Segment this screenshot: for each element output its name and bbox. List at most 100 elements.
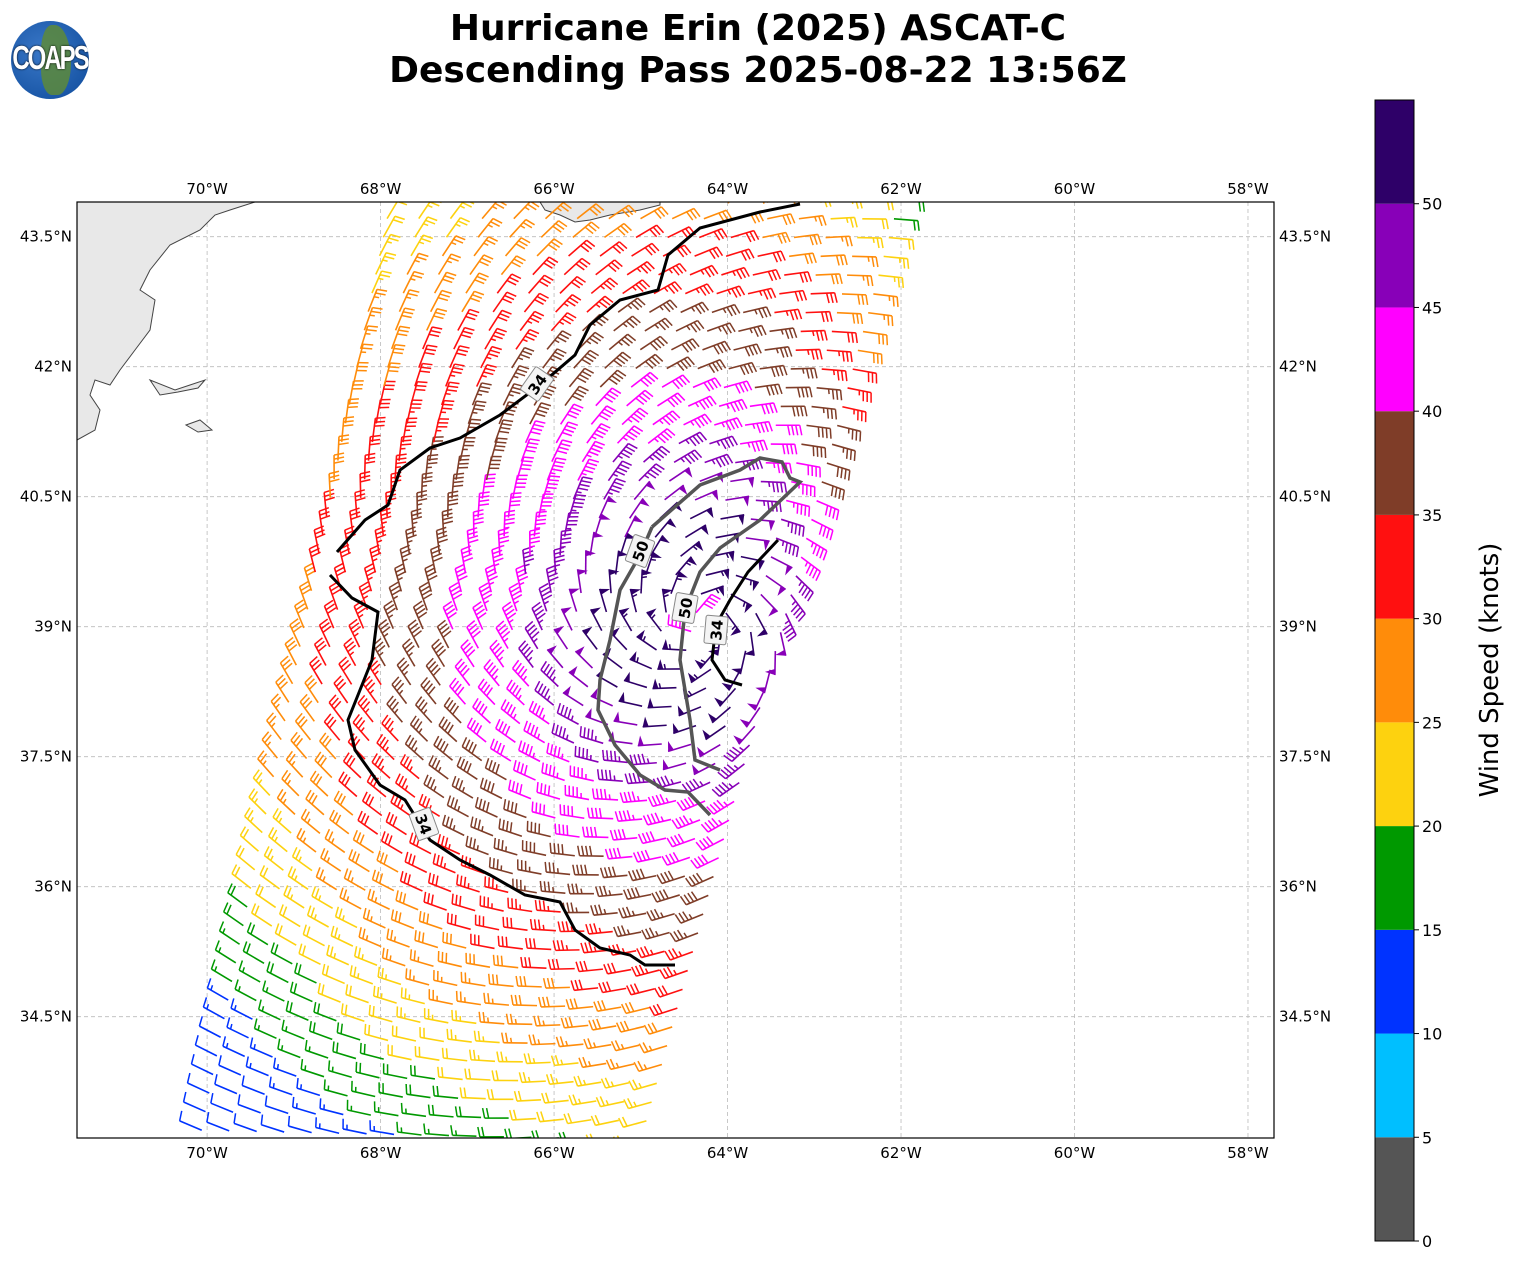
wind-barb — [362, 675, 378, 704]
wind-barb — [595, 387, 622, 407]
wind-barb — [313, 1001, 337, 1022]
wind-barb — [506, 679, 525, 706]
wind-barb — [431, 638, 447, 668]
wind-barb — [516, 456, 534, 481]
wind-barb — [613, 187, 640, 200]
wind-barb — [418, 910, 443, 930]
wind-barb — [721, 266, 750, 280]
wind-barb — [349, 965, 374, 985]
wind-barb — [245, 1056, 269, 1077]
wind-barb — [414, 362, 433, 387]
wind-barb — [327, 1060, 352, 1079]
wind-barb — [604, 847, 633, 860]
wind-barb — [714, 687, 737, 707]
wind-barb — [420, 471, 433, 499]
wind-barb — [404, 734, 424, 761]
wind-barb — [309, 770, 329, 797]
wind-barb — [464, 1068, 491, 1081]
wind-barb — [607, 460, 632, 482]
wind-barb — [398, 435, 413, 461]
wind-barb — [346, 1099, 372, 1116]
wind-barb — [581, 826, 609, 839]
wind-barb — [581, 440, 605, 463]
chart-title: Hurricane Erin (2025) ASCAT-C Descending… — [0, 8, 1513, 92]
wind-barb — [670, 570, 688, 594]
wind-barb — [619, 791, 648, 804]
wind-barb — [377, 966, 402, 986]
wind-barb — [673, 449, 703, 465]
lat-tick-label-right: 43.5°N — [1279, 228, 1331, 246]
colorbar-tick-label: 35 — [1422, 506, 1442, 525]
lat-tick-label-left: 40.5°N — [20, 488, 72, 506]
wind-barb — [893, 217, 920, 231]
wind-barb — [222, 902, 244, 927]
wind-barb — [318, 507, 331, 536]
wind-barb — [437, 253, 462, 275]
wind-barb — [647, 697, 672, 709]
wind-barb — [328, 694, 345, 723]
wind-barb — [805, 537, 828, 561]
wind-barb — [590, 1114, 620, 1127]
wind-barb — [705, 568, 730, 580]
wind-barb — [357, 810, 379, 835]
wind-barb — [348, 380, 364, 405]
wind-barb — [577, 331, 604, 351]
wind-barb — [767, 213, 796, 226]
wind-barb — [440, 381, 460, 406]
wind-barb — [544, 202, 572, 220]
wind-barb — [294, 712, 312, 741]
wind-barb — [534, 680, 555, 706]
wind-barb — [525, 937, 552, 951]
wind-barb — [644, 551, 662, 575]
wind-barb — [541, 762, 565, 782]
wind-barb — [432, 853, 456, 874]
wind-barb — [455, 990, 481, 1006]
wind-barb — [450, 1125, 477, 1137]
wind-barb — [621, 407, 649, 426]
wind-barb — [451, 472, 465, 499]
colorbar-bin — [1375, 722, 1414, 827]
wind-barb — [419, 1027, 444, 1043]
wind-barb — [687, 668, 712, 684]
wind-barb — [400, 987, 425, 1005]
wind-barb — [759, 364, 788, 378]
wind-barb — [679, 891, 709, 906]
wind-barb — [298, 943, 321, 966]
wind-barb — [472, 697, 492, 724]
wind-barb — [400, 1102, 427, 1118]
wind-barb — [186, 1072, 210, 1094]
wind-barb — [586, 807, 614, 820]
wind-barb — [359, 325, 379, 350]
wind-barb — [516, 859, 542, 875]
wind-barb — [449, 202, 475, 220]
wind-barb — [380, 831, 403, 854]
wind-barb — [523, 720, 546, 744]
wind-barb — [433, 970, 458, 987]
wind-barb — [617, 297, 646, 313]
wind-barb — [407, 619, 422, 649]
wind-barb — [629, 753, 657, 766]
wind-barb — [709, 435, 738, 450]
wind-barb — [599, 241, 628, 257]
wind-barb — [545, 1073, 574, 1085]
wind-barb — [432, 418, 450, 443]
wind-barb — [486, 182, 511, 200]
wind-barb — [488, 309, 512, 332]
wind-barb — [402, 270, 425, 294]
wind-barb — [568, 666, 589, 688]
wind-barb — [528, 700, 550, 725]
wind-barb — [503, 799, 527, 819]
wind-barb — [281, 769, 300, 797]
wind-barb — [480, 345, 502, 369]
wind-barb — [862, 330, 889, 346]
wind-barb — [626, 260, 655, 276]
wind-barb — [784, 271, 813, 283]
wind-barb — [372, 985, 397, 1004]
wind-barb — [448, 582, 463, 611]
wind-barb — [487, 973, 514, 988]
wind-barb — [647, 428, 676, 445]
wind-barb — [470, 816, 494, 837]
wind-barb — [628, 497, 650, 519]
wind-barb — [557, 921, 585, 933]
